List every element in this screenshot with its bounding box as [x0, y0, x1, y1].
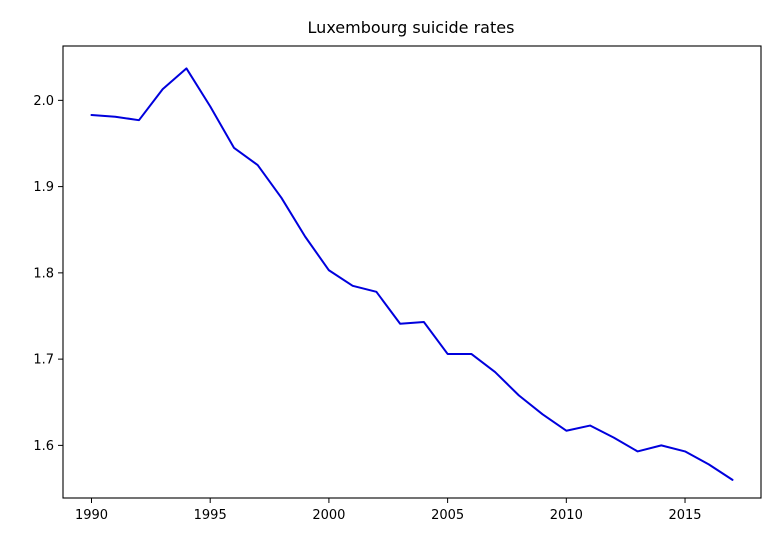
y-tick-label: 1.6: [33, 439, 54, 454]
y-tick-label: 2.0: [33, 94, 54, 109]
x-axis: 1990 1995 2000 2005 2010 2015: [75, 498, 702, 523]
x-tick-label: 2015: [668, 508, 701, 523]
x-tick-label: 2005: [431, 508, 464, 523]
y-axis: 1.6 1.7 1.8 1.9 2.0: [33, 94, 63, 454]
x-tick-label: 1990: [75, 508, 108, 523]
y-tick-label: 1.8: [33, 266, 54, 281]
series-line-0: [90, 67, 734, 481]
x-tick-label: 2010: [550, 508, 583, 523]
series-layer: [90, 67, 734, 481]
y-tick-label: 1.9: [33, 180, 54, 195]
plot-frame: [62, 45, 762, 499]
chart-title: Luxembourg suicide rates: [308, 18, 515, 37]
y-tick-label: 1.7: [33, 353, 54, 368]
x-tick-label: 1995: [194, 508, 227, 523]
x-tick-label: 2000: [312, 508, 345, 523]
